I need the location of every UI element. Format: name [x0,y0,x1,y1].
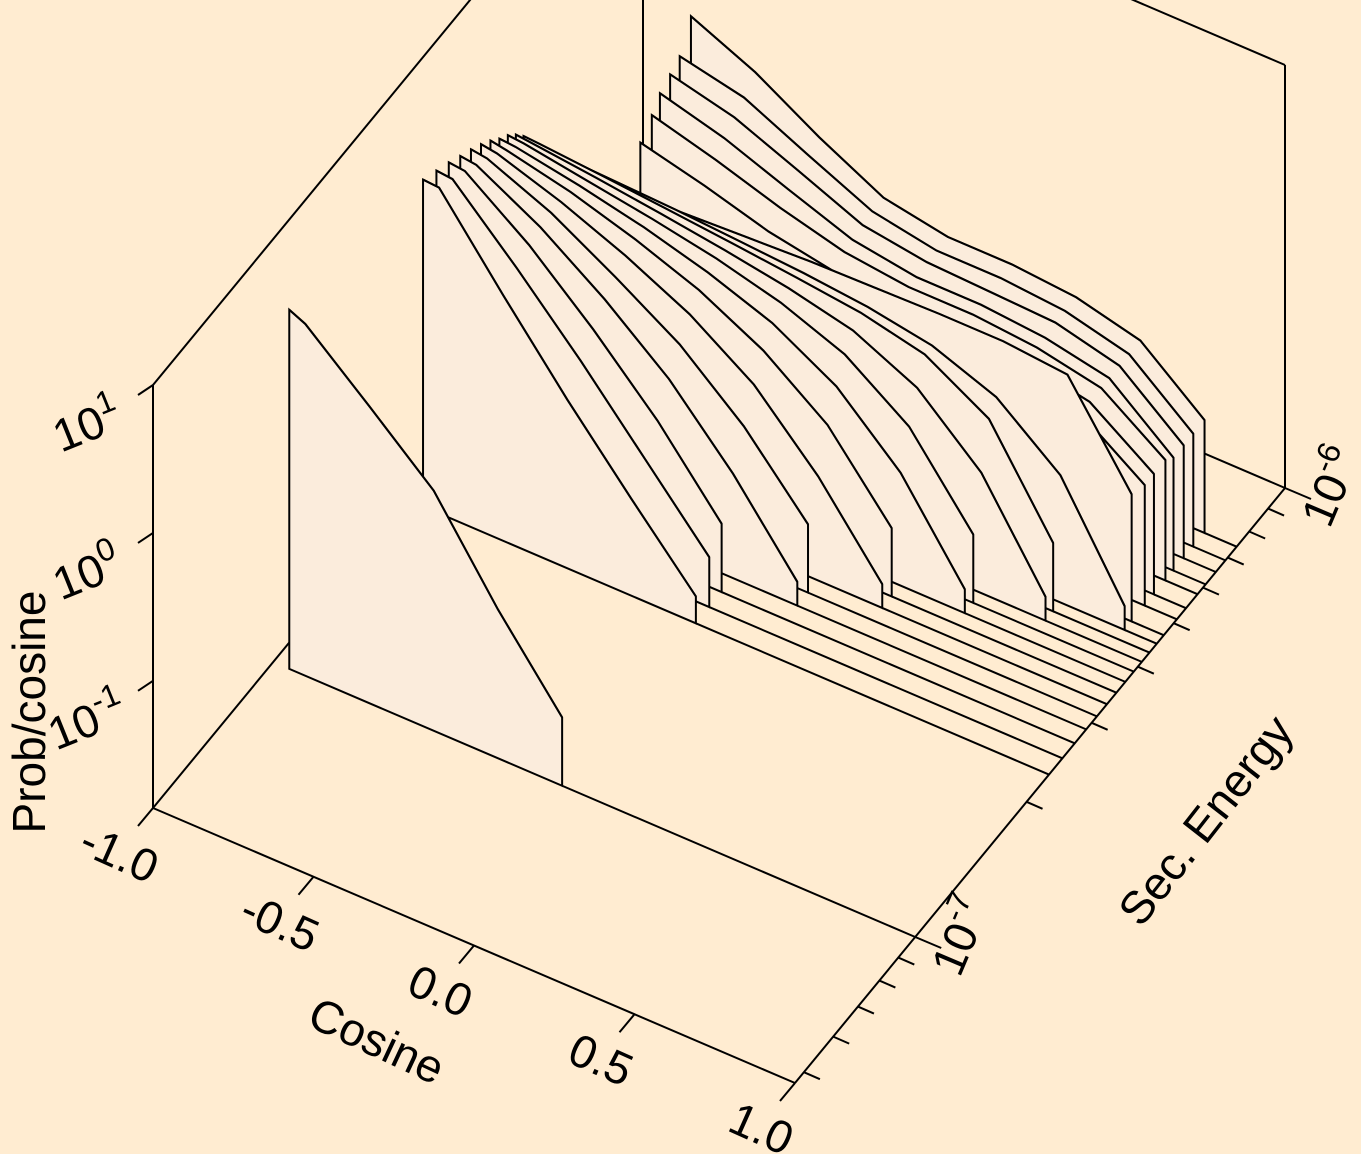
slice-baseline [1144,604,1178,621]
slice-baseline [1131,620,1165,637]
box-edge [1130,0,1286,66]
slice-curve [507,134,975,536]
y-minor-tick [1248,530,1266,540]
slice-baseline [807,591,1098,718]
slice-curve [679,55,1195,435]
z-tick [137,384,154,396]
y-minor-tick [803,1071,821,1081]
slice-curve [435,169,711,558]
x-tick [618,1013,636,1033]
y-minor-tick [1173,622,1191,632]
slice-baseline [1183,557,1217,573]
slice-baseline [561,784,916,938]
slice-baseline [1165,579,1198,596]
z-tick [137,532,154,544]
slice-curve [489,139,893,529]
slice-baseline [1173,569,1207,586]
x-tick [779,1082,796,1102]
z-tick [137,679,154,692]
y-tick [1284,487,1312,500]
y-minor-tick [1026,800,1043,810]
slice-curve [651,114,1167,461]
slice-baseline [721,591,1076,745]
slice-curve [523,135,1055,544]
y-tick [914,936,942,949]
slice-baseline [1192,545,1226,562]
slice-baseline [972,601,1135,673]
y-minor-tick [1267,507,1285,517]
slice-baseline [964,612,1126,683]
slice-baseline [1204,532,1238,548]
slice [422,177,697,625]
slice-baseline [708,606,1063,760]
slice-baseline [1045,619,1143,663]
slice-curve [498,137,966,590]
slice-curve [669,73,1185,447]
slice-baseline [1124,629,1158,645]
slice-curve [459,155,799,583]
z-axis-label: Prob/cosine [3,591,55,834]
y-minor-tick [878,979,896,989]
slice-baseline [891,595,1117,694]
y-minor-tick [1137,665,1155,675]
slice-curve [288,308,563,718]
x-tick [137,807,154,827]
slice-curve [448,161,723,525]
slice-curve [470,148,809,525]
y-minor-tick [897,956,915,966]
slice-curve [515,133,1047,598]
y-minor-tick [1202,586,1220,596]
x-tick [458,944,475,965]
slice-curve [480,143,884,585]
slice [288,307,564,788]
y-minor-tick [832,1035,850,1045]
box-edge [152,0,472,386]
slice-curve [422,178,697,597]
slice-baseline [796,604,1087,731]
y-minor-tick [857,1005,875,1015]
y-minor-tick [1227,556,1245,566]
slice-baseline [1052,610,1150,654]
slice-baseline [695,622,1050,776]
slice-baseline [881,607,1108,706]
slice-baseline [1153,593,1187,610]
slice-curve [690,15,1206,421]
x-tick [297,876,315,896]
slice-curve [659,92,1175,459]
y-minor-tick [1091,721,1109,731]
